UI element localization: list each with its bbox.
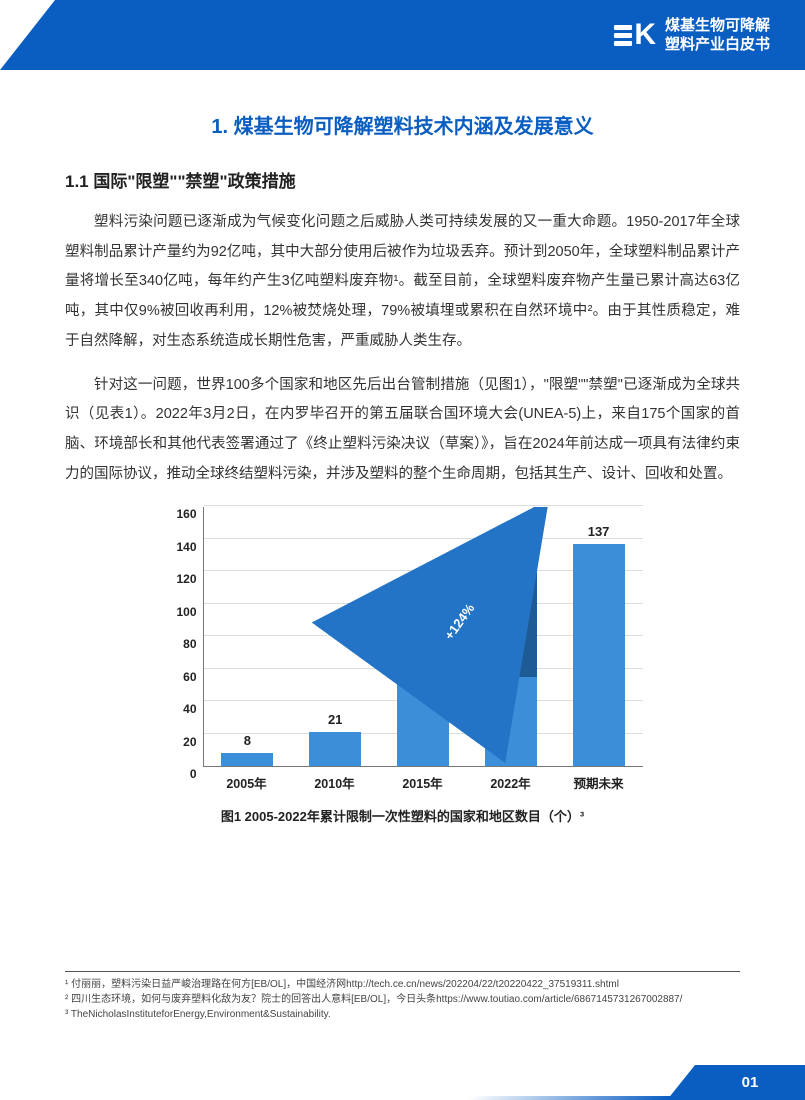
bar-stack: [573, 544, 625, 767]
bar-value-label: 123: [485, 547, 537, 562]
logo-letter: K: [634, 18, 655, 52]
paragraph-1: 塑料污染问题已逐渐成为气候变化问题之后威胁人类可持续发展的又一重大命题。1950…: [65, 208, 740, 357]
header-title-line2: 塑料产业白皮书: [665, 35, 770, 55]
bar-value-label: 55: [397, 657, 449, 672]
y-tick-label: 0: [190, 767, 197, 781]
page-header: K 煤基生物可降解 塑料产业白皮书: [0, 0, 805, 70]
bar-group: 123: [485, 567, 537, 767]
bar-value-label: 21: [309, 712, 361, 727]
page-footer: 01: [0, 1065, 805, 1100]
y-tick-label: 140: [176, 540, 196, 554]
logo-area: K 煤基生物可降解 塑料产业白皮书: [614, 16, 770, 55]
logo-bars-icon: [614, 25, 632, 46]
bar-stack: [397, 677, 449, 766]
bar-segment: [397, 677, 449, 766]
footnotes: ¹ 付丽丽，塑料污染日益严峻治理路在何方[EB/OL]，中国经济网http://…: [65, 971, 740, 1022]
chart-plot: 82155123137 +124%: [203, 507, 643, 767]
y-axis: 020406080100120140160: [163, 507, 203, 767]
content-area: 1. 煤基生物可降解塑料技术内涵及发展意义 1.1 国际"限塑""禁塑"政策措施…: [0, 70, 805, 825]
logo-mark: K: [614, 18, 655, 52]
header-decor: [0, 0, 55, 70]
chart-container: 020406080100120140160 82155123137 +124% …: [163, 507, 643, 825]
bar-group: 137: [573, 544, 625, 767]
y-tick-label: 20: [183, 735, 196, 749]
bars-group: 8 21 55 123 137: [204, 507, 643, 766]
bar-group: 21: [309, 732, 361, 766]
footer-decor-line: [467, 1096, 672, 1100]
bar-stack: [485, 567, 537, 767]
bar-group: 8: [221, 753, 273, 766]
header-title-line1: 煤基生物可降解: [665, 16, 770, 36]
bar-value-label: 137: [573, 524, 625, 539]
bar-segment-base: [485, 677, 537, 766]
footnote-1: ¹ 付丽丽，塑料污染日益严峻治理路在何方[EB/OL]，中国经济网http://…: [65, 977, 740, 992]
bar-stack: [309, 732, 361, 766]
bar-segment: [309, 732, 361, 766]
x-tick-label: 2022年: [485, 773, 537, 792]
bar-segment: [573, 544, 625, 767]
footnote-2: ² 四川生态环境，如何与废弃塑料化敌为友？院士的回答出人意料[EB/OL]，今日…: [65, 992, 740, 1007]
y-tick-label: 100: [176, 605, 196, 619]
x-axis-labels: 2005年 2010年 2015年 2022年 预期未来: [203, 773, 643, 792]
bar-group: 55: [397, 677, 449, 766]
gridline: [204, 505, 643, 506]
y-tick-label: 60: [183, 670, 196, 684]
x-tick-label: 预期未来: [573, 773, 625, 792]
heading-1: 1. 煤基生物可降解塑料技术内涵及发展意义: [65, 110, 740, 139]
bar-segment-top: [485, 567, 537, 678]
bar-value-label: 8: [221, 733, 273, 748]
y-tick-label: 160: [176, 507, 196, 521]
bar-chart: 020406080100120140160 82155123137 +124%: [163, 507, 643, 767]
bar-segment: [221, 753, 273, 766]
footnote-3: ³ TheNicholasInstituteforEnergy,Environm…: [65, 1007, 740, 1022]
page-number: 01: [695, 1065, 805, 1100]
x-tick-label: 2015年: [397, 773, 449, 792]
bar-stack: [221, 753, 273, 766]
footer-decor-tri: [667, 1065, 695, 1100]
header-title: 煤基生物可降解 塑料产业白皮书: [665, 16, 770, 55]
paragraph-2: 针对这一问题，世界100多个国家和地区先后出台管制措施（见图1），"限塑""禁塑…: [65, 371, 740, 490]
x-tick-label: 2010年: [309, 773, 361, 792]
x-tick-label: 2005年: [221, 773, 273, 792]
chart-caption: 图1 2005-2022年累计限制一次性塑料的国家和地区数目（个）³: [163, 806, 643, 825]
y-tick-label: 120: [176, 572, 196, 586]
y-tick-label: 40: [183, 702, 196, 716]
y-tick-label: 80: [183, 637, 196, 651]
heading-2: 1.1 国际"限塑""禁塑"政策措施: [65, 167, 740, 192]
